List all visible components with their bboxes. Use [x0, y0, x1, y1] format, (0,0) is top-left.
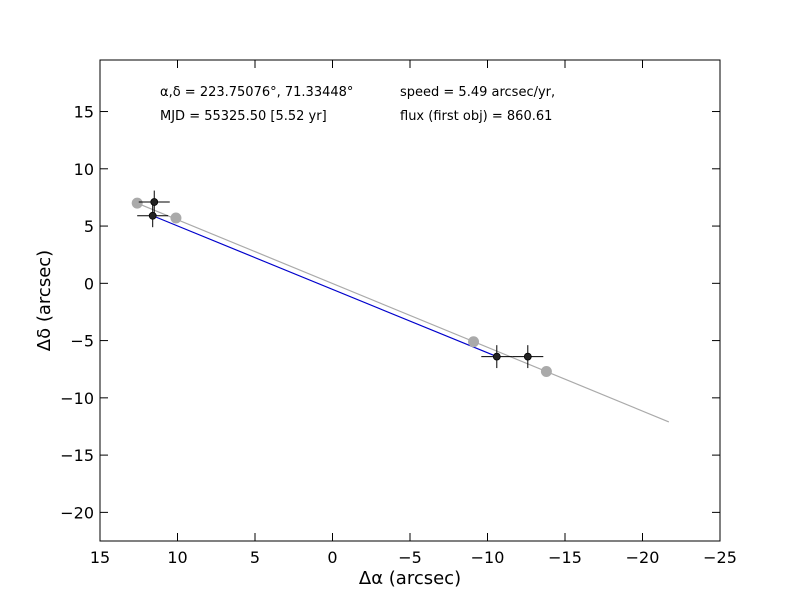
axis-ticks: 15 10 5 0 −5 −10 −15 −20 −25 15 10 5 0 −5 −10 −15 −20 — [60, 60, 737, 567]
x-tick-label: −20 — [626, 548, 660, 567]
observed-position-point — [150, 198, 159, 206]
x-tick-label: 5 — [250, 548, 260, 567]
model-position-point — [468, 336, 480, 348]
plot-area — [131, 190, 670, 423]
x-axis-label: Δα (arcsec) — [359, 568, 461, 589]
annotation-flux: flux (first obj) = 860.61 — [400, 109, 552, 124]
y-tick-label: −15 — [60, 446, 94, 465]
x-tick-label: 10 — [167, 548, 187, 567]
x-tick-label: 0 — [327, 548, 337, 567]
y-tick-label: 0 — [84, 274, 94, 293]
annotation-speed: speed = 5.49 arcsec/yr, — [400, 85, 555, 100]
annotation-mjd: MJD = 55325.50 [5.52 yr] — [160, 109, 327, 124]
y-tick-label: 15 — [74, 103, 94, 122]
observed-motion-line — [152, 215, 498, 358]
y-tick-label: 5 — [84, 217, 94, 236]
plot-layer — [131, 190, 670, 423]
y-axis-label: Δδ (arcsec) — [34, 250, 55, 351]
model-position-point — [131, 197, 143, 209]
observed-position-point — [492, 352, 501, 361]
annotation-coordinates: α,δ = 223.75076°, 71.33448° — [160, 85, 353, 100]
y-tick-label: −5 — [70, 332, 94, 351]
x-tick-label: −10 — [471, 548, 505, 567]
y-tick-label: −20 — [60, 503, 94, 522]
y-tick-label: −10 — [60, 389, 94, 408]
observed-position-point — [523, 352, 532, 361]
model-position-point — [170, 212, 182, 224]
x-tick-label: −25 — [703, 548, 737, 567]
y-tick-label: 10 — [74, 160, 94, 179]
x-tick-label: −5 — [398, 548, 422, 567]
x-tick-label: −15 — [548, 548, 582, 567]
model-motion-line — [136, 202, 670, 423]
model-position-point — [540, 366, 552, 378]
observed-position-point — [148, 211, 157, 220]
x-tick-label: 15 — [90, 548, 110, 567]
